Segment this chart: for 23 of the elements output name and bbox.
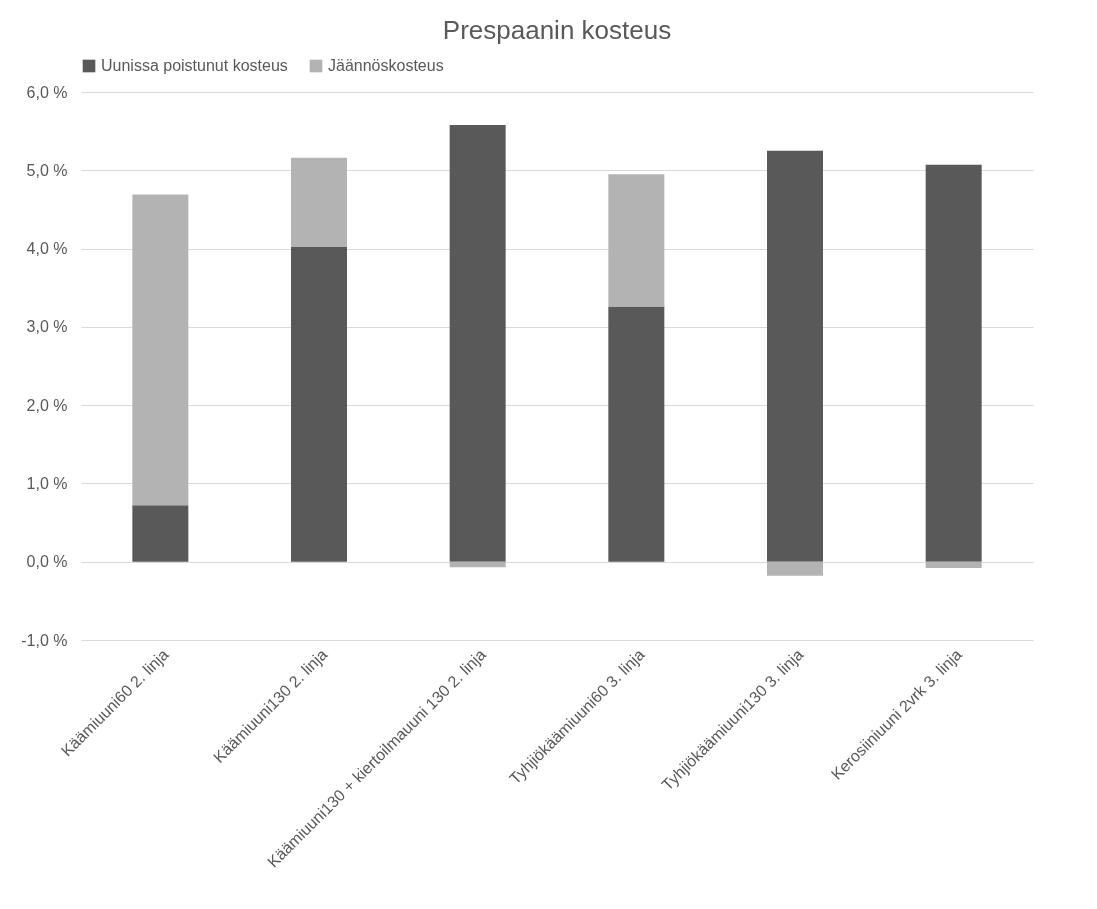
chart-title: Prespaanin kosteus [442,15,672,45]
bar [925,164,982,562]
bar [132,505,189,562]
bar [449,561,506,568]
bar [291,247,347,562]
bar [449,124,506,562]
bar [608,306,665,562]
y-tick-label: -1,0 % [21,631,68,649]
bar [767,150,823,562]
y-tick-label: 3,0 % [26,318,68,336]
y-tick-label: 4,0 % [26,240,68,258]
bar [132,194,189,506]
y-tick-label: 5,0 % [26,161,68,179]
y-tick-label: 1,0 % [26,474,68,492]
y-tick-label: 6,0 % [26,83,68,101]
bar [291,157,347,248]
legend-label: Uunissa poistunut kosteus [101,57,288,74]
bar [925,561,982,568]
bar [608,174,665,307]
bar [767,561,823,576]
y-tick-label: 0,0 % [26,553,68,571]
y-tick-label: 2,0 % [26,396,68,414]
legend-label: Jäännöskosteus [328,57,444,74]
